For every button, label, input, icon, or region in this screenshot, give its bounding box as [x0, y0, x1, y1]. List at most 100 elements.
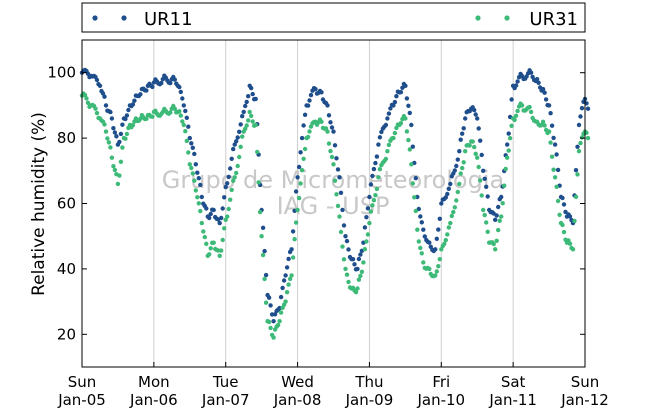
point-ur11 [238, 122, 243, 127]
point-ur31 [262, 276, 267, 282]
point-ur31 [433, 273, 438, 278]
point-ur11 [124, 113, 130, 118]
point-ur11 [172, 77, 177, 82]
point-ur31 [409, 162, 414, 167]
point-ur31 [499, 214, 504, 219]
point-ur31 [398, 121, 404, 126]
point-ur11 [383, 122, 389, 128]
point-ur31 [298, 181, 303, 186]
point-ur31 [84, 96, 89, 101]
point-ur11 [346, 247, 351, 252]
point-ur11 [460, 131, 465, 136]
y-tick-label: 100 [47, 64, 76, 82]
point-ur11 [445, 191, 450, 197]
point-ur11 [546, 103, 552, 108]
point-ur11 [499, 194, 504, 200]
x-tick-label-day: Thu [354, 373, 383, 391]
point-ur11 [338, 190, 344, 195]
point-ur31 [365, 232, 371, 237]
point-ur31 [112, 167, 118, 173]
point-ur31 [85, 100, 91, 106]
point-ur11 [560, 195, 565, 201]
x-axis: SunJan-05MonJan-06TueJan-07WedJan-08ThuJ… [57, 362, 609, 409]
point-ur31 [232, 175, 237, 180]
point-ur11 [407, 110, 412, 116]
point-ur11 [290, 229, 296, 234]
point-ur31 [472, 144, 477, 150]
point-ur31 [344, 272, 350, 277]
point-ur11 [123, 116, 128, 122]
point-ur11 [234, 139, 239, 144]
point-ur31 [124, 131, 130, 137]
x-tick-label-day: Sun [571, 373, 600, 391]
point-ur31 [461, 160, 466, 165]
point-ur11 [513, 83, 519, 88]
point-ur11 [552, 142, 558, 147]
point-ur11 [355, 266, 360, 272]
point-ur31 [407, 147, 412, 152]
point-ur31 [305, 134, 311, 140]
point-ur11 [427, 240, 432, 245]
point-ur31 [111, 164, 116, 169]
point-ur11 [118, 131, 124, 137]
point-ur11 [263, 272, 269, 278]
point-ur11 [195, 170, 200, 175]
point-ur31 [561, 229, 567, 235]
point-ur11 [472, 107, 477, 113]
x-tick-label-day: Wed [281, 373, 314, 391]
point-ur31 [572, 218, 577, 224]
point-ur11 [250, 91, 255, 97]
point-ur11 [222, 195, 227, 200]
point-ur31 [172, 106, 177, 112]
point-ur11 [484, 184, 489, 189]
point-ur31 [470, 139, 475, 144]
point-ur31 [338, 229, 344, 235]
point-ur31 [391, 135, 396, 141]
point-ur11 [549, 123, 555, 128]
point-ur11 [458, 137, 463, 142]
point-ur31 [228, 197, 233, 202]
point-ur11 [281, 278, 287, 283]
point-ur11 [551, 135, 556, 141]
point-ur31 [419, 251, 424, 256]
point-ur31 [576, 149, 582, 154]
point-ur11 [207, 215, 212, 221]
point-ur31 [106, 140, 112, 145]
point-ur31 [542, 123, 547, 128]
point-ur31 [202, 234, 207, 240]
point-ur31 [219, 248, 224, 253]
point-ur31 [412, 195, 417, 200]
point-ur31 [445, 232, 450, 237]
point-ur31 [284, 290, 290, 295]
point-ur11 [439, 201, 444, 206]
point-ur11 [150, 84, 155, 90]
point-ur11 [208, 211, 213, 217]
point-ur31 [361, 260, 366, 265]
point-ur11 [220, 206, 225, 211]
point-ur11 [494, 213, 499, 218]
point-ur11 [454, 163, 459, 169]
point-ur31 [201, 229, 206, 234]
legend-marker-ur31 [504, 15, 510, 21]
point-ur11 [452, 168, 457, 173]
point-ur31 [519, 103, 525, 108]
point-ur11 [187, 135, 192, 141]
point-ur31 [502, 183, 507, 188]
point-ur11 [301, 123, 306, 128]
point-ur31 [240, 134, 245, 139]
point-ur31 [494, 238, 499, 243]
legend-marker-ur31 [475, 15, 481, 21]
point-ur11 [392, 99, 398, 105]
point-ur31 [237, 154, 242, 160]
point-ur31 [585, 135, 591, 141]
point-ur31 [436, 264, 441, 269]
point-ur31 [199, 220, 204, 226]
point-ur31 [292, 237, 297, 242]
point-ur11 [217, 220, 222, 226]
point-ur31 [377, 167, 383, 172]
point-ur31 [373, 193, 378, 198]
point-ur11 [204, 206, 209, 211]
point-ur31 [290, 255, 296, 260]
point-ur11 [181, 103, 186, 108]
point-ur31 [103, 129, 109, 134]
